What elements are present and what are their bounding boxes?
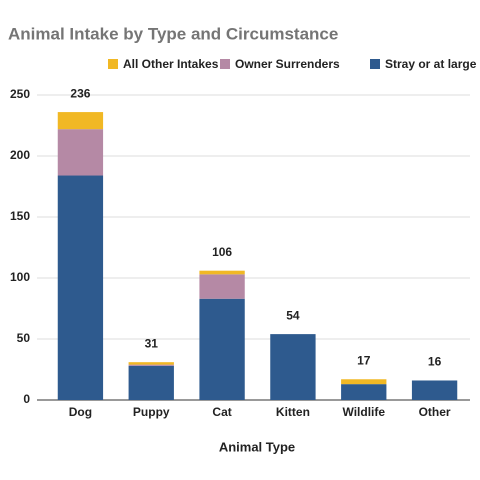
total-label: 54 — [286, 308, 300, 322]
bar-segment — [199, 270, 245, 275]
legend-label: Owner Surrenders — [235, 57, 340, 71]
y-tick-label: 250 — [10, 87, 30, 101]
bar-segment — [128, 362, 174, 365]
y-tick-label: 50 — [17, 331, 31, 345]
bar-segment — [57, 129, 104, 176]
legend-label: Stray or at large — [385, 57, 477, 71]
bar-segment — [341, 379, 387, 385]
x-axis-title: Animal Type — [219, 439, 295, 454]
y-tick-label: 0 — [23, 392, 30, 406]
bar-segment — [128, 364, 174, 366]
legend-swatch — [108, 59, 118, 69]
x-tick-label: Puppy — [133, 405, 170, 419]
chart-title: Animal Intake by Type and Circumstance — [8, 24, 338, 43]
bar-segment — [57, 175, 104, 400]
bar-segment — [341, 384, 387, 400]
total-label: 236 — [70, 86, 90, 100]
x-tick-label: Kitten — [276, 405, 310, 419]
total-label: 16 — [428, 355, 442, 369]
y-tick-label: 200 — [10, 148, 30, 162]
y-tick-label: 150 — [10, 209, 30, 223]
bar-segment — [270, 334, 316, 400]
x-tick-label: Wildlife — [342, 405, 385, 419]
bar-segment — [411, 380, 458, 400]
y-tick-label: 100 — [10, 270, 30, 284]
legend-swatch — [370, 59, 380, 69]
total-label: 106 — [212, 245, 232, 259]
x-tick-label: Cat — [212, 405, 231, 419]
x-tick-label: Other — [419, 405, 451, 419]
bar-segment — [199, 274, 245, 299]
total-label: 31 — [145, 336, 159, 350]
bar-segment — [57, 112, 104, 130]
bar-segment — [199, 298, 245, 400]
x-tick-label: Dog — [69, 405, 92, 419]
legend-swatch — [220, 59, 230, 69]
total-label: 17 — [357, 353, 371, 367]
legend-label: All Other Intakes — [123, 57, 219, 71]
bar-segment — [128, 365, 174, 400]
